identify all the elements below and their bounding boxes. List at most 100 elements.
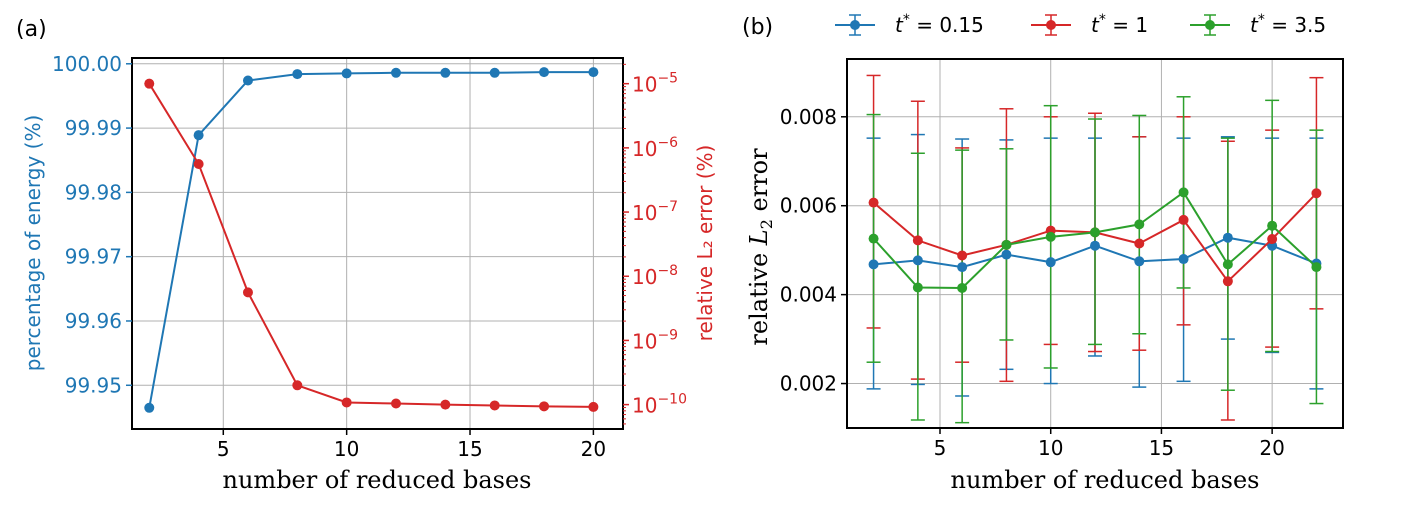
panel-b-y-axis-title-var: L [745, 229, 773, 246]
legend-label-sup: * [1258, 12, 1265, 28]
panel-a-y-right-tick-base: 10 [632, 73, 657, 97]
panel-a-y-right-tick-exp: −8 [657, 263, 678, 279]
panel-a-data-point-energy [193, 130, 204, 141]
panel-b-y-axis-title-pre: relative [745, 245, 773, 345]
panel-a-y-right-tick-base: 10 [632, 201, 657, 225]
panel-a-data-point-error [539, 401, 550, 412]
panel-a-y-left-tick-label: 100.00 [52, 52, 122, 76]
panel-b-data-point-t35 [868, 233, 879, 244]
panel-b-x-ticks: 5 10 15 20 [934, 428, 1285, 460]
panel-b-data-point-t015 [1134, 256, 1145, 267]
legend-label-var: t [1091, 13, 1100, 37]
panel-a-energy-and-error: (a) 5 10 15 20 99.95 99.96 99.97 99.98 99.99 100… [16, 17, 717, 494]
panel-a-data-point-energy [539, 67, 550, 78]
panel-a-y-right-tick-label: 10−10 [632, 392, 687, 418]
panel-a-x-tick-label: 15 [457, 437, 482, 461]
panel-a-data-point-error [144, 78, 155, 89]
panel-a-y-right-tick-label: 10−9 [632, 327, 678, 353]
panel-a-frame [131, 57, 624, 430]
panel-a-y-right-tick-base: 10 [632, 137, 657, 161]
panel-a-y-axis-left-title: percentage of energy (%) [21, 115, 45, 372]
legend: t* = 0.15 t* = 1 t* = 3.5 [835, 12, 1326, 37]
panel-a-y-right-tick-label: 10−8 [632, 263, 678, 289]
panel-a-y-ticks-left: 99.95 99.96 99.97 99.98 99.99 100.00 [52, 52, 132, 397]
panel-a-label: (a) [16, 17, 47, 42]
panel-b-y-axis-title-sub: 2 [757, 219, 776, 229]
panel-b-y-tick-label: 0.008 [780, 105, 837, 129]
panel-a-grid [132, 58, 623, 429]
panel-b-data-point-t35 [1267, 220, 1278, 231]
panel-b-data-point-t1 [912, 235, 923, 246]
panel-a-y-right-tick-exp: −7 [657, 199, 678, 215]
panel-a-y-left-tick-label: 99.95 [65, 373, 122, 397]
panel-b-errorbars: (b) t* = 0.15 t* = 1 t* = 3.5 5 10 15 20 0.00… [742, 12, 1344, 494]
panel-a-y-left-tick-label: 99.99 [65, 116, 122, 140]
panel-a-data-point-error [193, 159, 204, 170]
panel-a-x-tick-label: 5 [217, 437, 230, 461]
panel-a-y-right-tick-exp: −9 [657, 327, 678, 343]
panel-b-x-tick-label: 10 [1038, 436, 1063, 460]
panel-b-data-point-t1 [1311, 188, 1322, 199]
panel-b-data-point-t1 [957, 250, 968, 261]
panel-b-data-point-t015 [1090, 240, 1100, 251]
legend-label-value: = 3.5 [1265, 13, 1326, 37]
panel-a-x-tick-label: 20 [581, 437, 606, 461]
panel-b-data-point-t35 [1001, 239, 1012, 250]
panel-b-data-point-t015 [957, 262, 968, 273]
panel-a-x-axis-title: number of reduced bases [223, 466, 532, 494]
legend-label-var: t [895, 13, 904, 37]
panel-a-y-left-tick-label: 99.97 [65, 245, 122, 269]
panel-a-y-right-tick-exp: −10 [657, 392, 687, 408]
panel-a-data-point-error [489, 400, 500, 411]
panel-b-y-tick-label: 0.004 [780, 283, 837, 307]
legend-item-t1: t* = 1 [1031, 12, 1148, 37]
panel-b-data-point-t1 [1134, 238, 1145, 249]
panel-a-data-point-energy [144, 402, 155, 413]
legend-label-t1: t* = 1 [1091, 12, 1148, 37]
panel-a-series [144, 67, 599, 413]
panel-a-data-point-energy [292, 69, 303, 80]
panel-b-label: (b) [742, 15, 773, 40]
panel-a-y-right-tick-label: 10−5 [632, 71, 678, 97]
panel-a-y-left-tick-label: 99.98 [65, 180, 122, 204]
panel-b-data-point-t1 [1178, 214, 1189, 225]
legend-label-value: = 0.15 [910, 13, 984, 37]
legend-label-var: t [1250, 13, 1259, 37]
panel-a-y-right-tick-exp: −5 [657, 71, 678, 87]
panel-b-y-tick-label: 0.006 [780, 194, 837, 218]
panel-a-series-line-energy [148, 71, 594, 408]
panel-a-data-point-error [292, 380, 303, 391]
panel-a-data-point-error [440, 399, 451, 410]
panel-b-x-axis-title: number of reduced bases [951, 466, 1260, 494]
legend-marker-t1 [1046, 20, 1056, 30]
panel-a-y-right-tick-base: 10 [632, 329, 657, 353]
panel-a-data-point-error [391, 398, 402, 409]
legend-marker-t35 [1205, 20, 1215, 30]
panel-a-y-right-tick-base: 10 [632, 265, 657, 289]
legend-label-sup: * [1099, 12, 1106, 28]
panel-a-y-right-tick-label: 10−6 [632, 135, 678, 161]
panel-b-data-point-t015 [868, 259, 879, 270]
panel-b-data-point-t1 [868, 197, 879, 208]
panel-a-y-right-tick-base: 10 [632, 394, 657, 418]
panel-a-series-line-error [148, 83, 594, 408]
panel-b-data-point-t015 [1001, 249, 1012, 260]
panel-b-data-point-t35 [1222, 259, 1233, 270]
panel-a-y-left-tick-label: 99.96 [65, 309, 122, 333]
panel-b-data-point-t015 [912, 255, 923, 266]
panel-a-y-right-tick-label: 10−7 [632, 199, 678, 225]
panel-a-y-axis-right-title: relative L₂ error (%) [693, 145, 717, 342]
panel-a-data-point-energy [242, 75, 253, 86]
panel-a-x-tick-label: 10 [334, 437, 359, 461]
panel-b-y-axis-title-post: error [745, 148, 773, 219]
panel-b-frame [846, 58, 1344, 429]
panel-a-data-point-energy [440, 67, 451, 78]
panel-b-data-point-t35 [1045, 231, 1056, 242]
legend-label-sup: * [903, 12, 910, 28]
panel-a-data-point-error [588, 401, 599, 412]
panel-b-x-tick-label: 5 [934, 436, 947, 460]
panel-a-data-point-energy [588, 67, 599, 78]
panel-b-y-tick-label: 0.002 [780, 372, 837, 396]
panel-b-data-point-t015 [1178, 254, 1189, 265]
